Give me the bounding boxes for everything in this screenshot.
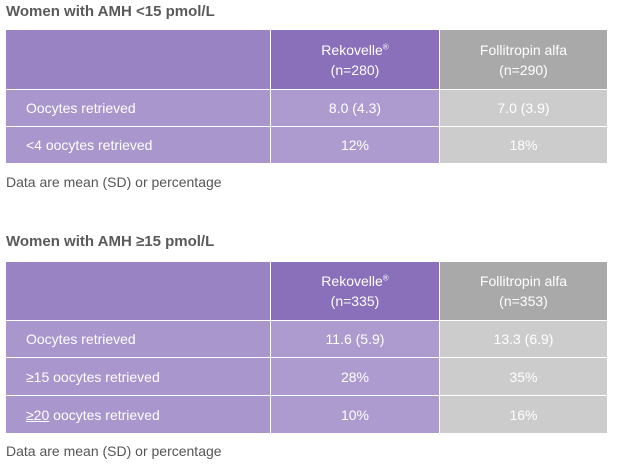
follitropin-name: Follitropin alfa [479, 273, 568, 289]
table-1: Rekovelle® (n=280) Follitropin alfa (n=2… [6, 30, 607, 163]
table-2-footnote: Data are mean (SD) or percentage [6, 443, 222, 459]
follitropin-n: (n=353) [499, 293, 548, 309]
table-2-header-rekovelle: Rekovelle® (n=335) [271, 262, 439, 320]
rekovelle-value: 11.6 (5.9) [271, 321, 439, 357]
registered-mark: ® [382, 41, 389, 51]
row-label: ≥15 oocytes retrieved [6, 358, 270, 395]
table-row: Oocytes retrieved 8.0 (4.3) 7.0 (3.9) [6, 90, 607, 126]
rekovelle-name: Rekovelle [321, 273, 383, 289]
table-2-title: Women with AMH ≥15 pmol/L [6, 233, 215, 250]
row-label: ≥20 oocytes retrieved [6, 396, 270, 433]
rekovelle-name: Rekovelle [321, 41, 383, 58]
row-label-prefix: ≥20 [26, 406, 50, 423]
rekovelle-value: 12% [271, 127, 439, 163]
table-1-footnote: Data are mean (SD) or percentage [6, 174, 222, 190]
table-2-header-follitropin: Follitropin alfa (n=353) [440, 262, 607, 320]
table-2-header-row: Rekovelle® (n=335) Follitropin alfa (n=3… [6, 262, 607, 320]
follitropin-value: 7.0 (3.9) [440, 90, 607, 126]
table-1-header-blank [6, 30, 270, 89]
row-label: Oocytes retrieved [6, 90, 270, 126]
table-1-title: Women with AMH <15 pmol/L [6, 3, 215, 20]
table-2: Rekovelle® (n=335) Follitropin alfa (n=3… [6, 262, 607, 433]
table-1-header-follitropin: Follitropin alfa (n=290) [440, 30, 607, 89]
rekovelle-n: (n=280) [330, 61, 380, 78]
registered-mark: ® [382, 273, 389, 283]
follitropin-value: 18% [440, 127, 607, 163]
table-row: ≥15 oocytes retrieved 28% 35% [6, 358, 607, 395]
follitropin-n: (n=290) [499, 61, 548, 78]
table-row: <4 oocytes retrieved 12% 18% [6, 127, 607, 163]
follitropin-name: Follitropin alfa [479, 41, 568, 58]
follitropin-value: 35% [440, 358, 607, 395]
table-row: Oocytes retrieved 11.6 (5.9) 13.3 (6.9) [6, 321, 607, 357]
row-label-suffix: oocytes retrieved [49, 406, 160, 423]
row-label: <4 oocytes retrieved [6, 127, 270, 163]
follitropin-value: 13.3 (6.9) [440, 321, 607, 357]
table-1-header-row: Rekovelle® (n=280) Follitropin alfa (n=2… [6, 30, 607, 89]
rekovelle-value: 8.0 (4.3) [271, 90, 439, 126]
rekovelle-n: (n=335) [330, 293, 380, 309]
table-1-header-rekovelle: Rekovelle® (n=280) [271, 30, 439, 89]
table-row: ≥20 oocytes retrieved 10% 16% [6, 396, 607, 433]
rekovelle-value: 28% [271, 358, 439, 395]
rekovelle-value: 10% [271, 396, 439, 433]
table-2-header-blank [6, 262, 270, 320]
row-label: Oocytes retrieved [6, 321, 270, 357]
follitropin-value: 16% [440, 396, 607, 433]
